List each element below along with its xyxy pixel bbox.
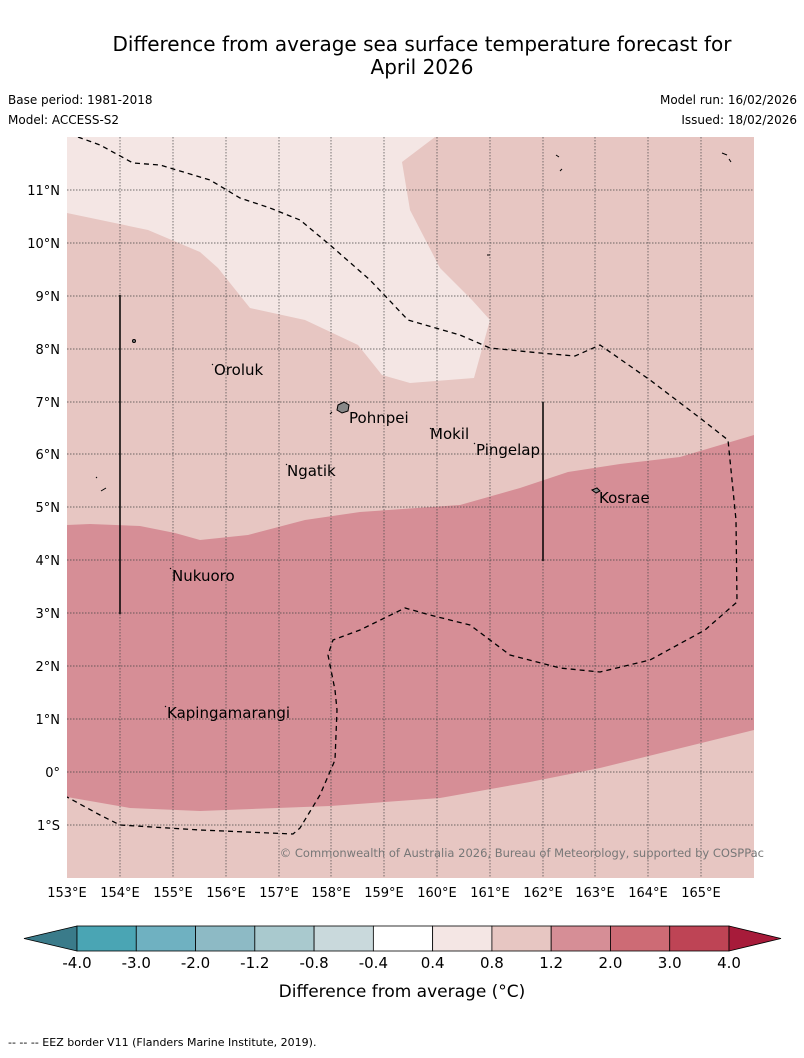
lat-label: 5°N xyxy=(36,501,61,516)
colorbar-swatch xyxy=(610,925,671,952)
colorbar-swatch xyxy=(135,925,196,952)
base-period: Base period: 1981-2018 xyxy=(8,93,153,107)
lon-label: 159°E xyxy=(364,886,404,901)
colorbar-swatches xyxy=(23,925,782,952)
islet-mark xyxy=(429,427,432,430)
model-run: Model run: 16/02/2026 xyxy=(659,93,797,107)
colorbar-axis-label: Difference from average (°C) xyxy=(279,982,526,1002)
lat-label: 9°N xyxy=(36,290,61,305)
colorbar-tick-label: 4.0 xyxy=(717,954,741,972)
lon-axis-labels: 153°E 154°E 155°E 156°E 157°E 158°E 159°… xyxy=(47,886,721,901)
graticule xyxy=(67,137,754,878)
colorbar-tick-label: -0.8 xyxy=(299,954,328,972)
eez-legend-note: -- -- -- EEZ border V11 (Flanders Marine… xyxy=(8,1036,317,1049)
lat-label: 1°N xyxy=(36,713,61,728)
lon-label: 153°E xyxy=(47,886,87,901)
lat-label: 10°N xyxy=(27,237,60,252)
lat-axis-labels: 11°N 10°N 9°N 8°N 7°N 6°N 5°N 4°N 3°N 2°… xyxy=(27,184,60,834)
region-boundary-lines xyxy=(119,295,544,614)
lat-label: 8°N xyxy=(36,343,61,358)
islet-mark xyxy=(169,567,172,570)
lat-label: 7°N xyxy=(36,396,61,411)
eez-border-north xyxy=(67,137,738,835)
pohnpei-island xyxy=(336,401,350,414)
place-label-oroluk: Oroluk xyxy=(214,361,263,379)
copyright-notice: © Commonwealth of Australia 2026, Bureau… xyxy=(280,846,764,860)
lat-label: 2°N xyxy=(36,660,61,675)
place-label-mokil: Mokil xyxy=(430,425,469,443)
islet-mark xyxy=(100,487,107,492)
lat-label: 3°N xyxy=(36,607,61,622)
title-line-2: April 2026 xyxy=(370,55,474,79)
colorbar-swatch xyxy=(195,925,256,952)
lat-label: 0° xyxy=(45,766,60,781)
lon-label: 157°E xyxy=(259,886,299,901)
islet-mark xyxy=(211,363,214,366)
lat-label: 1°S xyxy=(37,819,60,834)
place-label-nukuoro: Nukuoro xyxy=(172,567,235,585)
islet-mark xyxy=(95,476,98,479)
islet-mark xyxy=(164,705,167,708)
islet-mark xyxy=(285,463,288,466)
title-line-1: Difference from average sea surface temp… xyxy=(112,32,732,56)
lon-label: 162°E xyxy=(523,886,563,901)
model-name: Model: ACCESS-S2 xyxy=(8,113,120,127)
lat-label: 4°N xyxy=(36,554,61,569)
colorbar-tick-label: 1.2 xyxy=(539,954,563,972)
colorbar-swatch xyxy=(372,925,434,952)
lon-label: 156°E xyxy=(206,886,246,901)
issued-date: Issued: 18/02/2026 xyxy=(681,113,797,127)
colorbar-tick-label: -1.2 xyxy=(240,954,269,972)
colorbar-tick-label: 0.4 xyxy=(421,954,445,972)
place-label-ngatik: Ngatik xyxy=(287,462,336,480)
colorbar-tick-label: -4.0 xyxy=(62,954,91,972)
colorbar-tick-label: -0.4 xyxy=(359,954,388,972)
anomaly-band-1.2-2.0-equator xyxy=(67,435,754,811)
place-labels: Oroluk Pohnpei Mokil Pingelap Ngatik Kos… xyxy=(167,361,650,722)
lon-label: 154°E xyxy=(100,886,140,901)
atoll-islet xyxy=(132,339,136,343)
colorbar-tick-label: 0.8 xyxy=(480,954,504,972)
colorbar-tick-label: 3.0 xyxy=(658,954,682,972)
lon-label: 155°E xyxy=(153,886,193,901)
lon-label: 158°E xyxy=(311,886,351,901)
colorbar-tick-label: 2.0 xyxy=(599,954,623,972)
colorbar-extend-high xyxy=(728,925,782,952)
colorbar-tick-labels: -4.0 -3.0 -2.0 -1.2 -0.8 -0.4 0.4 0.8 1.2 2.0 3.0 4… xyxy=(62,954,741,972)
colorbar-swatch xyxy=(550,925,611,952)
islet-mark xyxy=(555,154,560,158)
place-label-kosrae: Kosrae xyxy=(599,489,650,507)
lon-label: 161°E xyxy=(470,886,510,901)
lon-label: 163°E xyxy=(575,886,615,901)
islet-mark xyxy=(721,152,728,156)
lon-label: 164°E xyxy=(628,886,668,901)
islet-mark xyxy=(728,158,732,163)
colorbar-swatch xyxy=(254,925,315,952)
colorbar-tick-label: -3.0 xyxy=(122,954,151,972)
islet-mark xyxy=(473,442,476,445)
colorbar-swatch xyxy=(669,925,730,952)
lat-label: 6°N xyxy=(36,448,61,463)
colorbar-tick-label: -2.0 xyxy=(181,954,210,972)
colorbar-extend-low xyxy=(23,925,78,952)
lon-label: 165°E xyxy=(681,886,721,901)
lat-label: 11°N xyxy=(27,184,60,199)
islet-mark xyxy=(329,411,333,415)
place-label-kapingamarangi: Kapingamarangi xyxy=(167,704,290,722)
eez-borders xyxy=(67,137,738,835)
islands xyxy=(95,152,732,708)
colorbar-swatch xyxy=(432,925,493,952)
chart-title: Difference from average sea surface temp… xyxy=(60,33,784,79)
place-label-pohnpei: Pohnpei xyxy=(349,409,409,427)
colorbar-swatch xyxy=(491,925,552,952)
colorbar-swatch xyxy=(313,925,374,952)
place-label-pingelap: Pingelap xyxy=(476,441,540,459)
lon-label: 160°E xyxy=(417,886,457,901)
colorbar-swatch xyxy=(76,925,137,952)
kosrae-island xyxy=(590,487,601,494)
islet-mark xyxy=(559,168,563,172)
